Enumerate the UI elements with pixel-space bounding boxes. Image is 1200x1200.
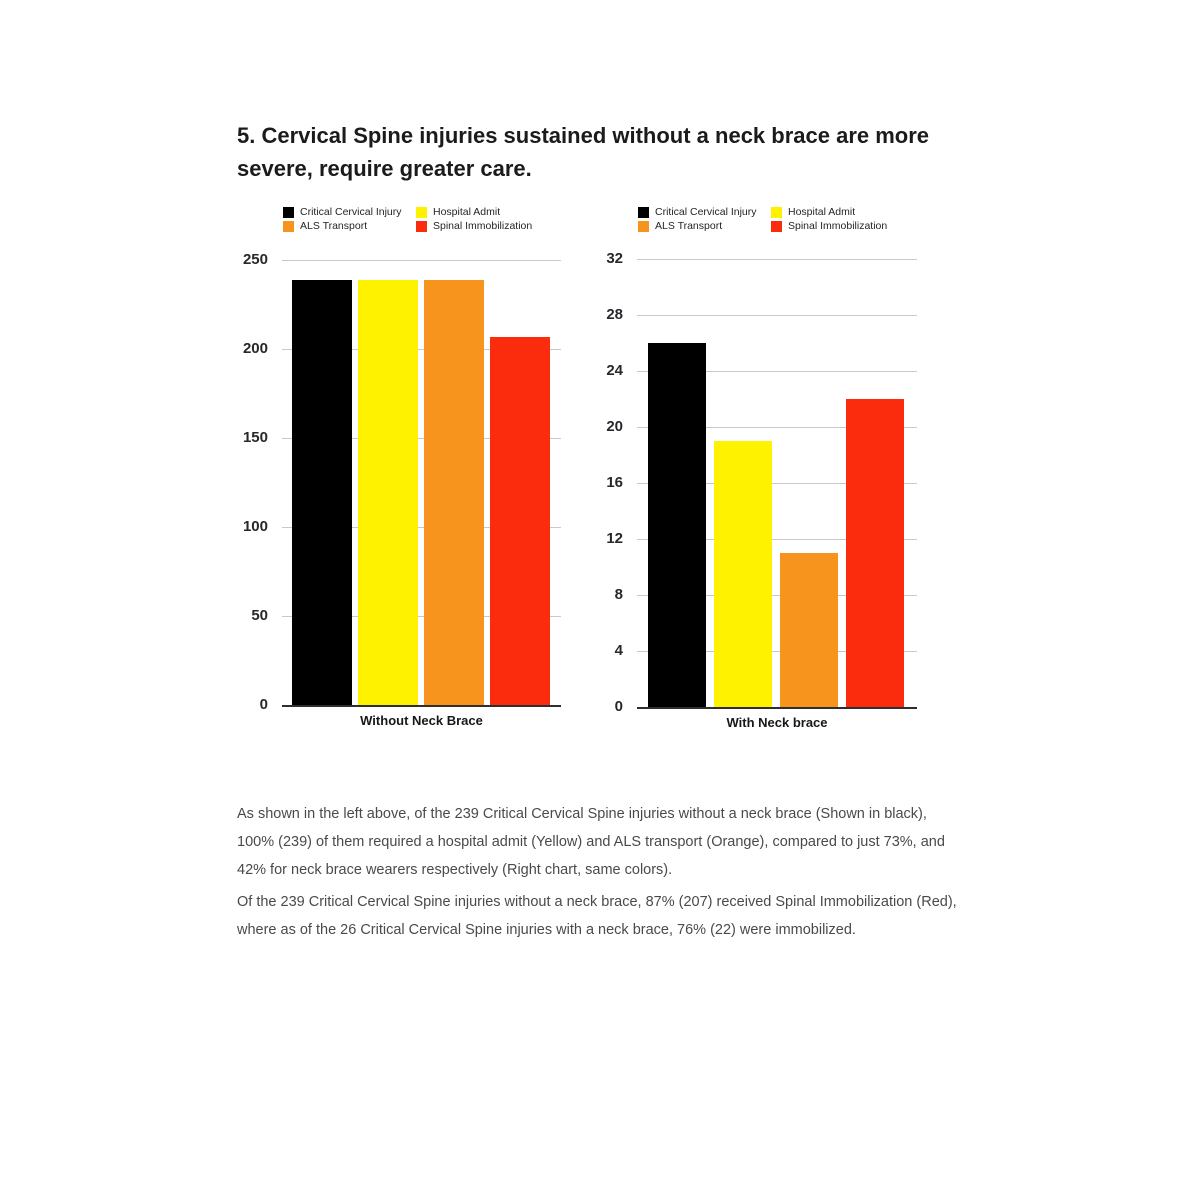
als-transport-swatch-icon [283, 220, 294, 232]
bar-hospital-admit [358, 279, 418, 705]
hospital-admit-swatch-icon [771, 206, 782, 218]
hospital-admit-swatch-icon [416, 206, 427, 218]
legend-item-critical-cervical-injury: Critical Cervical Injury [638, 206, 771, 218]
y-axis-tick-label: 0 [259, 696, 268, 713]
y-axis-tick-label: 50 [251, 607, 268, 624]
als-transport-swatch-icon [638, 220, 649, 232]
bar-critical-cervical-injury [648, 343, 706, 707]
legend-label: Spinal Immobilization [788, 220, 888, 232]
legend-item-als-transport: ALS Transport [283, 220, 416, 232]
y-axis-tick-label: 4 [614, 642, 623, 659]
legend-label: Critical Cervical Injury [300, 206, 402, 218]
critical-cervical-injury-swatch-icon [638, 206, 649, 218]
gridline [637, 259, 917, 260]
gridline [282, 349, 561, 350]
chart-without-neck-brace: Critical Cervical Injury ALS Transport Hos… [237, 203, 572, 748]
bar-als-transport [780, 553, 838, 707]
legend-column: Hospital Admit Spinal Immobilization [771, 206, 887, 232]
legend-item-hospital-admit: Hospital Admit [771, 206, 887, 218]
plot-area [637, 259, 917, 709]
y-axis-tick-label: 20 [606, 418, 623, 435]
spinal-immobilization-swatch-icon [416, 220, 427, 232]
gridline [282, 616, 561, 617]
gridline [637, 483, 917, 484]
legend-item-critical-cervical-injury: Critical Cervical Injury [283, 206, 416, 218]
y-axis-tick-label: 100 [242, 518, 268, 535]
legend-label: Hospital Admit [788, 206, 856, 218]
y-axis-tick-label: 250 [242, 251, 268, 268]
y-axis-tick-label: 12 [606, 530, 623, 547]
gridline [637, 427, 917, 428]
chart-with-neck-brace: Critical Cervical Injury ALS Transport Hos… [592, 203, 927, 748]
critical-cervical-injury-swatch-icon [283, 206, 294, 218]
legend-label: ALS Transport [655, 220, 723, 232]
gridline [637, 315, 917, 316]
legend-item-spinal-immobilization: Spinal Immobilization [416, 220, 532, 232]
gridline [637, 539, 917, 540]
legend-item-hospital-admit: Hospital Admit [416, 206, 532, 218]
chart-legend: Critical Cervical Injury ALS Transport Hos… [638, 206, 887, 232]
section-title: 5. Cervical Spine injuries sustained wit… [237, 122, 930, 181]
legend-label: Spinal Immobilization [433, 220, 533, 232]
bar-spinal-immobilization [846, 399, 904, 707]
gridline [637, 371, 917, 372]
y-axis-tick-label: 150 [242, 429, 268, 446]
legend-label: Critical Cervical Injury [655, 206, 757, 218]
bar-hospital-admit [714, 441, 772, 707]
legend-label: Hospital Admit [433, 206, 501, 218]
body-paragraph: Of the 239 Critical Cervical Spine injur… [237, 893, 957, 938]
gridline [282, 527, 561, 528]
gridline [282, 438, 561, 439]
y-axis-tick-label: 200 [242, 340, 268, 357]
gridline [637, 595, 917, 596]
y-axis-tick-label: 16 [606, 474, 623, 491]
x-axis-label: Without Neck Brace [360, 713, 483, 728]
bar-critical-cervical-injury [292, 279, 352, 705]
legend-column: Hospital Admit Spinal Immobilization [416, 206, 532, 232]
y-axis-tick-label: 24 [606, 362, 623, 379]
chart-legend: Critical Cervical Injury ALS Transport Hos… [283, 206, 532, 232]
legend-label: ALS Transport [300, 220, 368, 232]
x-axis-label: With Neck brace [726, 715, 828, 730]
legend-column: Critical Cervical Injury ALS Transport [638, 206, 771, 232]
plot-area [282, 260, 561, 707]
legend-item-spinal-immobilization: Spinal Immobilization [771, 220, 887, 232]
legend-column: Critical Cervical Injury ALS Transport [283, 206, 416, 232]
gridline [282, 260, 561, 261]
bar-spinal-immobilization [490, 336, 550, 705]
gridline [637, 651, 917, 652]
bar-als-transport [424, 279, 484, 705]
y-axis-tick-label: 0 [614, 698, 623, 715]
spinal-immobilization-swatch-icon [771, 220, 782, 232]
body-paragraph: As shown in the left above, of the 239 C… [237, 805, 945, 878]
y-axis-tick-label: 28 [606, 306, 623, 323]
y-axis-tick-label: 8 [614, 586, 623, 603]
legend-item-als-transport: ALS Transport [638, 220, 771, 232]
y-axis-tick-label: 32 [606, 250, 623, 267]
